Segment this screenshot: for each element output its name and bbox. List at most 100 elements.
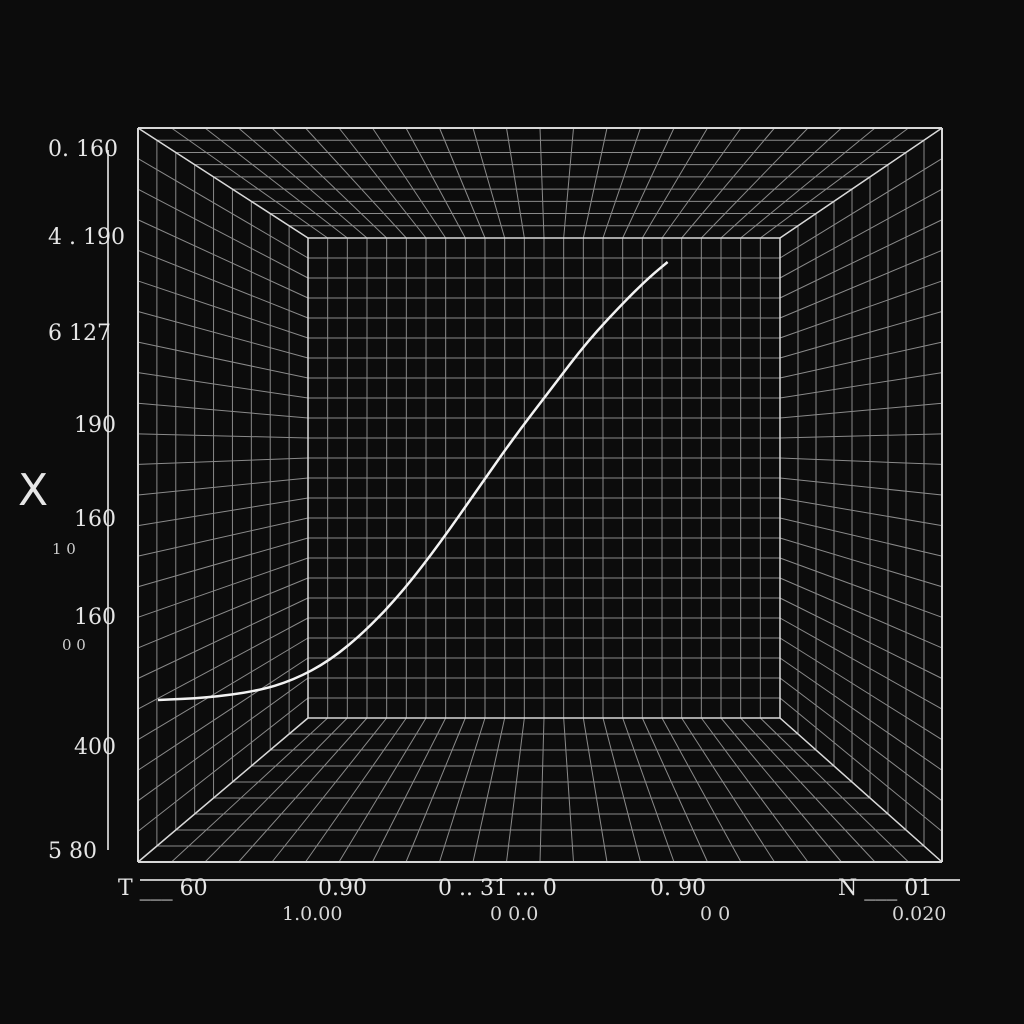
gridline [779, 477, 943, 496]
gridline [563, 127, 574, 239]
gridline [740, 127, 876, 239]
x-sub-label: 0 0 [700, 903, 730, 925]
gridline [472, 717, 506, 863]
frame-edge [779, 127, 943, 239]
gridline [641, 127, 708, 239]
gridline [271, 717, 388, 863]
gridline [372, 717, 447, 863]
gridline [563, 717, 574, 863]
gridline [439, 127, 486, 239]
gridline [759, 717, 909, 863]
gridline [779, 697, 943, 832]
gridline [171, 717, 329, 863]
frame-edge [137, 127, 309, 239]
y-sub-label: 1 0 [52, 540, 76, 558]
gridline [137, 188, 309, 279]
y-tick-label: 4 . 190 [48, 225, 125, 250]
gridline [137, 457, 309, 465]
y-tick-label: 160 [74, 507, 116, 532]
gridline [372, 127, 447, 239]
gridline [137, 158, 309, 259]
y-axis: 0. 160 4 . 190 6 127 190 160 1 0 160 0 0… [18, 137, 125, 864]
gridline [681, 717, 775, 863]
gridline [539, 717, 545, 863]
gridline [338, 717, 427, 863]
gridline [779, 219, 943, 299]
x-sub-label: 1.0.00 [282, 903, 342, 925]
gridline [238, 717, 368, 863]
gridline [204, 717, 348, 863]
gridline [137, 249, 309, 319]
gridline [137, 577, 309, 649]
gridline [681, 127, 775, 239]
gridline [779, 280, 943, 339]
gridline [641, 717, 708, 863]
gridline [439, 717, 486, 863]
x-tick-label: N ___ 01 [838, 876, 932, 901]
gridline [137, 697, 309, 832]
gridline [137, 617, 309, 710]
y-tick-label: 190 [74, 413, 116, 438]
gridline [137, 311, 309, 359]
gridline [137, 517, 309, 557]
gridline [204, 127, 348, 239]
gridline [779, 341, 943, 379]
gridline [720, 717, 842, 863]
gridline [582, 127, 608, 239]
gridline [779, 597, 943, 679]
gridline [779, 617, 943, 710]
gridline [779, 158, 943, 259]
gridline [539, 127, 545, 239]
gridline [137, 637, 309, 741]
y-tick-label: 6 127 [48, 321, 111, 346]
gridline [238, 127, 368, 239]
gridline [779, 311, 943, 359]
x-tick-label: 0. 90 [650, 876, 706, 901]
gridline [779, 188, 943, 279]
series-layer [157, 261, 669, 702]
series-line [157, 261, 669, 702]
gridline [779, 537, 943, 588]
gridline [506, 717, 525, 863]
gridline [779, 637, 943, 741]
gridline [582, 717, 608, 863]
gridline [305, 717, 407, 863]
gridline [338, 127, 427, 239]
gridline [137, 477, 309, 496]
gridline [760, 127, 909, 239]
y-sub-label: 0 0 [62, 636, 86, 654]
gridline [779, 657, 943, 771]
gridline [305, 127, 407, 239]
gridline [137, 433, 309, 439]
x-sub-label: 0.020 [892, 903, 946, 925]
x-axis: T ___ 60 0.90 1.0.00 0 .. 31 ... 0 0 0.0… [118, 876, 960, 925]
gridline [779, 457, 943, 465]
gridline [137, 372, 309, 399]
frame-edge [137, 717, 309, 863]
gridline [405, 717, 466, 863]
gridline [779, 517, 943, 557]
gridline [779, 677, 943, 802]
gridline [740, 717, 876, 863]
y-tick-label: 5 80 [48, 839, 97, 864]
y-tick-label: 400 [74, 735, 116, 760]
y-tick-label: 0. 160 [48, 137, 118, 162]
gridline [137, 537, 309, 588]
gridline [779, 433, 943, 439]
gridline [137, 657, 309, 771]
gridline [271, 127, 388, 239]
frame-edge [779, 717, 943, 863]
gridline [779, 577, 943, 649]
gridline [720, 127, 842, 239]
gridline [779, 557, 943, 618]
gridline [779, 372, 943, 399]
gridline [700, 127, 809, 239]
x-tick-label: T ___ 60 [118, 876, 208, 901]
gridline [472, 127, 506, 239]
gridline [137, 677, 309, 802]
gridline [506, 127, 525, 239]
gridline [700, 717, 809, 863]
gridline [779, 402, 943, 419]
x-sub-label: 0 0.0 [490, 903, 538, 925]
